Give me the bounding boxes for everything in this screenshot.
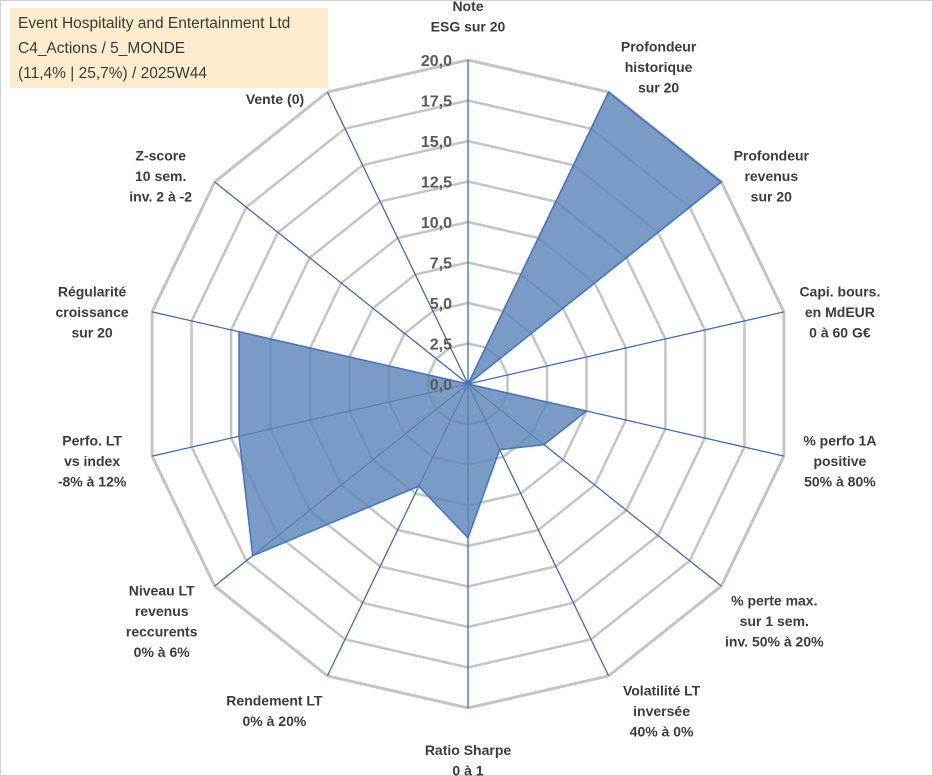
axis-label-line: Rendement LT <box>226 693 323 709</box>
axis-label-line: % perte max. <box>731 593 817 609</box>
axis-label: Régularité croissance sur 20 <box>56 283 129 340</box>
tick-label: 20,0 <box>421 53 452 70</box>
series-area <box>238 90 723 557</box>
axis-label-line: Ratio Sharpe <box>425 742 512 758</box>
axis-label-line: % perfo 1A <box>803 433 876 449</box>
axis-label-line: 50% à 80% <box>804 474 876 490</box>
tick-layer: 0,0 2,5 5,0 7,5 10,0 12,5 15,0 17,5 20,0 <box>421 53 452 394</box>
axis-label-line: revenus <box>135 603 189 619</box>
axis-label-line: sur 20 <box>71 324 112 340</box>
axis-label-line: Capi. bours. <box>799 283 880 299</box>
axis-label-line: positive <box>813 453 866 469</box>
axis-spoke <box>326 91 469 385</box>
axis-label: Rendement LT 0% à 20% <box>226 693 323 730</box>
axis-label-line: Note <box>452 0 483 14</box>
category-label: C4_Actions / 5_MONDE <box>18 40 186 57</box>
axis-label-line: reccurents <box>126 623 198 639</box>
tick-label: 5,0 <box>430 296 452 313</box>
axis-spoke <box>214 181 469 385</box>
axis-label: Perfo. LT vs index -8% à 12% <box>58 433 127 490</box>
axis-label-line: en MdEUR <box>805 304 875 320</box>
axis-label-line: croissance <box>56 304 129 320</box>
axis-label-line: 10 sem. <box>135 168 186 184</box>
axis-label: Profondeur historique sur 20 <box>621 39 697 96</box>
axis-label-line: Z-score <box>135 148 186 164</box>
tick-label: 7,5 <box>430 256 452 273</box>
axis-spoke <box>467 311 785 385</box>
axis-label-line: sur 20 <box>751 189 792 205</box>
tick-label: 10,0 <box>421 215 452 232</box>
axis-label-line: Profondeur <box>621 39 697 55</box>
axis-label-line: 0 à 60 G€ <box>809 324 871 340</box>
stats-label: (11,4% | 25,7%) / 2025W44 <box>18 65 207 82</box>
axis-label-line: 0 à 1 <box>452 762 483 776</box>
axis-label: Volatilité LT inversée 40% à 0% <box>623 682 701 739</box>
axis-label: Capi. bours. en MdEUR 0 à 60 G€ <box>799 283 880 340</box>
axis-label-line: sur 1 sem. <box>740 613 809 629</box>
axis-label-line: vs index <box>64 453 120 469</box>
axis-label: % perfo 1A positive 50% à 80% <box>803 433 876 490</box>
tick-label: 12,5 <box>421 175 452 192</box>
axis-label-line: Volatilité LT <box>623 682 701 698</box>
axis-label-line: Niveau LT <box>129 582 195 598</box>
axis-label-line: sur 20 <box>638 80 679 96</box>
company-name: Event Hospitality and Entertainment Ltd <box>18 15 291 32</box>
axis-label-line: 40% à 0% <box>630 723 694 739</box>
axis-label: Profondeur revenus sur 20 <box>734 148 810 205</box>
axis-label-line: Vente (0) <box>246 91 304 107</box>
axis-label: Note ESG sur 20 <box>431 0 506 34</box>
axis-label-line: 0% à 20% <box>242 713 306 729</box>
axis-label-line: inversée <box>633 703 690 719</box>
axis-label-line: revenus <box>744 168 798 184</box>
axis-label: Ratio Sharpe 0 à 1 <box>425 742 512 776</box>
axis-label: % perte max. sur 1 sem. inv. 50% à 20% <box>725 593 824 650</box>
axis-label-line: ESG sur 20 <box>431 18 506 34</box>
tick-label: 17,5 <box>421 94 452 111</box>
axis-label-line: inv. 50% à 20% <box>725 634 824 650</box>
series-layer <box>238 90 723 557</box>
tick-label: 2,5 <box>430 337 452 354</box>
axis-label-line: historique <box>625 59 693 75</box>
axis-label-line: Régularité <box>58 283 127 299</box>
axis-label: Z-score 10 sem. inv. 2 à -2 <box>129 148 192 205</box>
title-box: Event Hospitality and Entertainment Ltd … <box>10 8 328 88</box>
axis-label-line: Profondeur <box>734 148 810 164</box>
axis-label-line: -8% à 12% <box>58 474 127 490</box>
axis-label-line: Perfo. LT <box>62 433 122 449</box>
axis-label-line: inv. 2 à -2 <box>129 189 192 205</box>
tick-label: 15,0 <box>421 134 452 151</box>
axis-label: Niveau LT revenus reccurents 0% à 6% <box>126 582 198 660</box>
tick-label: 0,0 <box>430 377 452 394</box>
axis-label-line: 0% à 6% <box>134 644 191 660</box>
